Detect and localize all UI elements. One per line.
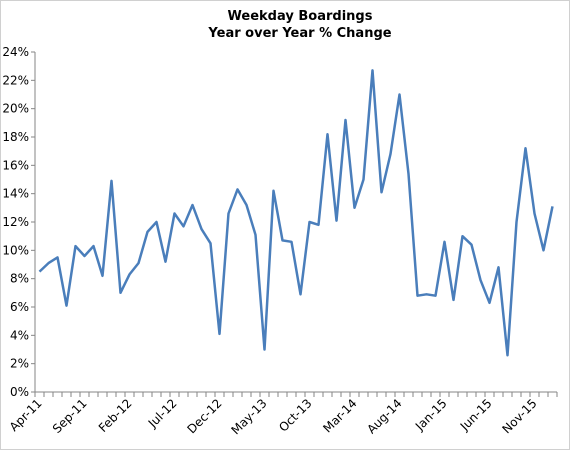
y-tick-label: 24% <box>2 45 29 59</box>
y-tick-label: 12% <box>2 215 29 229</box>
data-line <box>38 69 554 357</box>
y-tick-label: 18% <box>2 130 29 144</box>
y-tick-label: 20% <box>2 102 29 116</box>
y-tick-label: 14% <box>2 187 29 201</box>
y-tick-label: 2% <box>10 357 29 371</box>
chart-subtitle: Year over Year % Change <box>207 26 391 41</box>
y-tick-label: 6% <box>10 300 29 314</box>
y-tick-label: 22% <box>2 73 29 87</box>
y-tick-label: 4% <box>10 328 29 342</box>
y-tick-label: 10% <box>2 243 29 257</box>
chart-title: Weekday Boardings <box>228 9 373 24</box>
y-tick-label: 8% <box>10 272 29 286</box>
y-tick-label: 0% <box>10 385 29 399</box>
y-tick-label: 16% <box>2 158 29 172</box>
